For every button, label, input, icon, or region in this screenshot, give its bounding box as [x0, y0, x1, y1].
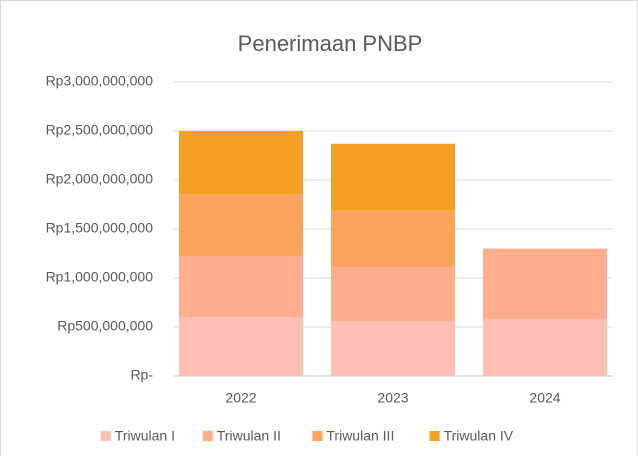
- bar-segment: [179, 317, 303, 376]
- chart-title: Penerimaan PNBP: [238, 31, 423, 56]
- y-tick-label: Rp2,500,000,000: [46, 122, 154, 138]
- y-tick-label: Rp3,000,000,000: [46, 73, 154, 89]
- bar-segment: [331, 267, 455, 322]
- legend-swatch: [202, 431, 213, 441]
- y-tick-label: Rp500,000,000: [57, 318, 153, 334]
- bar-segment: [179, 131, 303, 195]
- bar-segment: [331, 210, 455, 268]
- legend-swatch: [100, 431, 111, 441]
- legend-swatch: [312, 431, 323, 441]
- legend-label: Triwulan III: [326, 428, 394, 444]
- legend-label: Triwulan II: [217, 428, 281, 444]
- bar-segment: [179, 255, 303, 318]
- y-tick-label: Rp2,000,000,000: [46, 171, 154, 187]
- legend-label: Triwulan I: [115, 428, 175, 444]
- legend-label: Triwulan IV: [444, 428, 514, 444]
- x-tick-label: 2024: [529, 390, 560, 406]
- x-tick-label: 2023: [377, 390, 408, 406]
- bar-segment: [483, 248, 607, 320]
- bar-segment: [483, 319, 607, 376]
- y-tick-label: Rp1,500,000,000: [46, 220, 154, 236]
- x-tick-label: 2022: [225, 390, 256, 406]
- y-tick-label: Rp1,000,000,000: [46, 269, 154, 285]
- legend-swatch: [429, 431, 440, 441]
- y-tick-label: Rp-: [130, 367, 153, 383]
- bar-segment: [179, 194, 303, 256]
- bar-segment: [331, 143, 455, 211]
- bar-segment: [331, 321, 455, 376]
